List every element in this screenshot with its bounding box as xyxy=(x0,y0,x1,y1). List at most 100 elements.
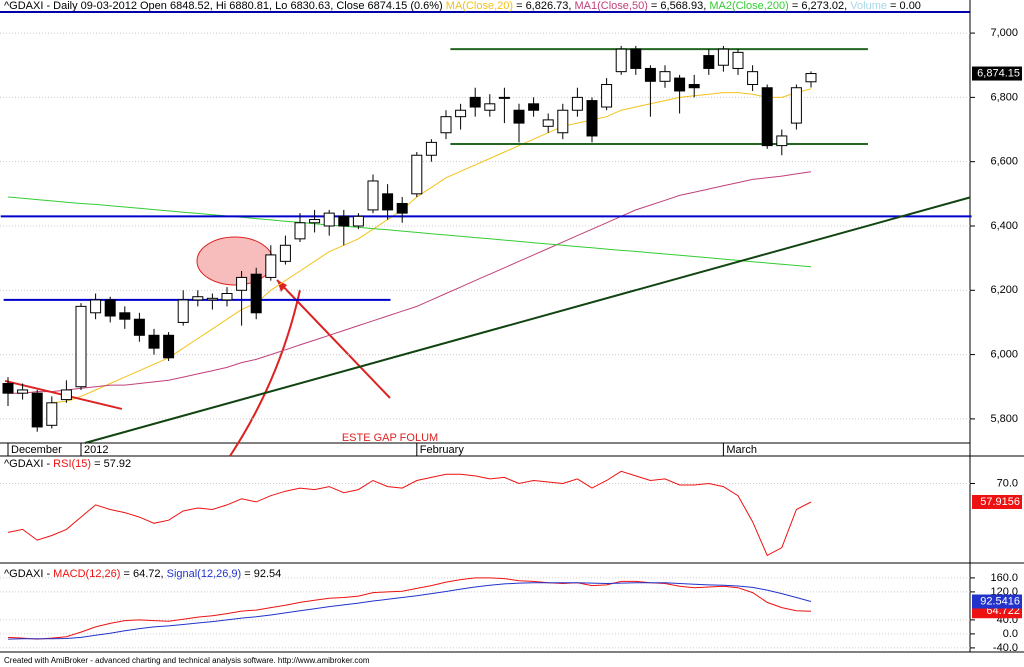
candle-body xyxy=(31,392,43,428)
legend-value: = 6,273.02, xyxy=(789,0,850,12)
last-value-tag xyxy=(972,594,1022,609)
candle-body xyxy=(352,215,364,227)
y-tick-label: 0.0 xyxy=(1003,628,1018,640)
series-line xyxy=(7,470,812,557)
legend-value: = 0.00 xyxy=(887,0,921,12)
candle-body xyxy=(309,219,321,224)
series-line xyxy=(8,171,812,394)
series-line xyxy=(7,582,812,640)
y-tick-label: 7,000 xyxy=(990,27,1018,39)
candle-body xyxy=(119,312,131,320)
header-part: RSI(15) xyxy=(53,458,91,470)
candle-body xyxy=(440,116,452,134)
candle-body xyxy=(425,141,437,156)
legend-name: MA1(Close,50) xyxy=(575,0,648,12)
candle-body xyxy=(601,84,613,108)
candle-body xyxy=(717,48,729,66)
y-tick-label: 6,200 xyxy=(990,284,1018,296)
candle-body xyxy=(674,77,686,92)
candle-body xyxy=(163,334,175,359)
candle-body xyxy=(557,109,569,134)
candle-body xyxy=(411,154,423,195)
candle-body xyxy=(498,96,510,99)
y-tick-label: 6,600 xyxy=(990,156,1018,168)
header-part: = 92.54 xyxy=(241,568,281,580)
candle-body xyxy=(513,109,525,124)
candle-body xyxy=(586,100,598,137)
y-tick-label: -40.0 xyxy=(993,642,1018,654)
y-tick-label: 160.0 xyxy=(990,572,1018,584)
y-tick-label: 5,800 xyxy=(990,413,1018,425)
last-value-tag xyxy=(972,494,1022,509)
x-tick-label: March xyxy=(726,444,757,456)
candle-body xyxy=(17,389,29,394)
candle-body xyxy=(367,180,379,211)
candle-body xyxy=(455,109,467,118)
candle-body xyxy=(644,67,656,82)
candle-body xyxy=(703,55,715,69)
candle-body xyxy=(747,71,759,86)
panel-header: ^GDAXI - Daily 09-03-2012 Open 6848.52, … xyxy=(4,0,921,12)
candle-body xyxy=(790,87,802,124)
candle-body xyxy=(46,402,58,426)
series-line xyxy=(51,88,812,404)
candle-body xyxy=(659,71,671,82)
candle-body xyxy=(484,103,496,111)
candle-body xyxy=(90,299,102,314)
candle-body xyxy=(2,383,14,394)
last-value-label: 92.5416 xyxy=(980,595,1020,607)
header-part: ^GDAXI - xyxy=(4,458,53,470)
legend-name: Volume xyxy=(850,0,887,12)
header-part: = 57.92 xyxy=(91,458,131,470)
candle-body xyxy=(630,48,642,69)
series-line xyxy=(7,577,812,640)
candle-body xyxy=(571,96,583,111)
y-tick-label: 70.0 xyxy=(997,477,1018,489)
candle-body xyxy=(206,297,218,301)
x-tick-label: 2012 xyxy=(84,444,108,456)
panel-header: ^GDAXI - MACD(12,26) = 64.72, Signal(12,… xyxy=(4,568,281,580)
candle-body xyxy=(761,87,773,147)
y-tick-label: 6,800 xyxy=(990,91,1018,103)
drawn-line xyxy=(84,196,971,444)
last-value-tag xyxy=(972,66,1022,81)
candle-body xyxy=(396,202,408,214)
candle-body xyxy=(265,254,277,278)
legend-name: MA2(Close,200) xyxy=(709,0,788,12)
candle-body xyxy=(148,334,160,349)
candle-body xyxy=(688,84,700,89)
candle-body xyxy=(542,119,554,127)
header-part: Signal(12,26,9) xyxy=(167,568,242,580)
series-line xyxy=(7,196,812,268)
candle-body xyxy=(805,73,817,83)
candle-body xyxy=(177,299,189,323)
candle-body xyxy=(236,276,248,291)
candle-body xyxy=(60,389,72,401)
x-tick-label: February xyxy=(420,444,465,456)
legend-value: = 6,826.73, xyxy=(513,0,574,12)
header-part: = 64.72, xyxy=(120,568,166,580)
last-value-label: 57.9156 xyxy=(980,496,1020,508)
candle-body xyxy=(615,48,627,73)
header-part: ^GDAXI - Daily 09-03-2012 Open 6848.52, … xyxy=(4,0,446,12)
curve-arrow xyxy=(229,289,301,457)
candle-body xyxy=(221,292,233,301)
arrowhead xyxy=(277,280,287,292)
candle-body xyxy=(338,215,350,227)
y-tick-label: 6,400 xyxy=(990,220,1018,232)
candle-body xyxy=(104,299,116,317)
candle-body xyxy=(279,244,291,262)
candle-body xyxy=(382,193,394,211)
candle-body xyxy=(133,318,145,336)
candle-body xyxy=(294,222,306,240)
candle-body xyxy=(528,103,540,111)
candle-body xyxy=(776,135,788,147)
last-value-label: 6,874.15 xyxy=(977,67,1020,79)
candle-body xyxy=(732,51,744,69)
footer: Created with AmiBroker - advanced charti… xyxy=(4,656,370,665)
header-part: ^GDAXI - xyxy=(4,568,53,580)
y-tick-label: 6,000 xyxy=(990,348,1018,360)
header-part: MACD(12,26) xyxy=(53,568,120,580)
candle-body xyxy=(469,96,481,108)
